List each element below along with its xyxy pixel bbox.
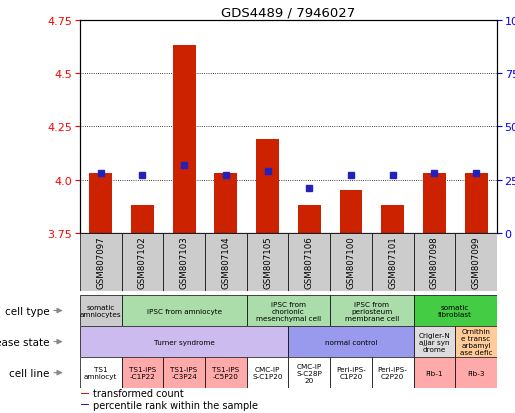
Bar	[288, 357, 330, 388]
Bar	[455, 326, 497, 357]
Bar	[414, 326, 455, 357]
Bar	[298, 206, 321, 233]
Bar	[80, 295, 122, 326]
Bar	[330, 295, 414, 326]
Bar	[214, 174, 237, 233]
Text: GSM807097: GSM807097	[96, 236, 105, 289]
Bar	[414, 233, 455, 291]
Text: Fib-3: Fib-3	[468, 370, 485, 376]
Bar	[205, 357, 247, 388]
Text: Turner syndrome: Turner syndrome	[153, 339, 215, 345]
Text: transformed count: transformed count	[93, 388, 184, 398]
Bar	[131, 206, 154, 233]
Text: iPSC from
periosteum
membrane cell: iPSC from periosteum membrane cell	[345, 301, 399, 321]
Text: GSM807102: GSM807102	[138, 236, 147, 289]
Text: TS1
amniocyt: TS1 amniocyt	[84, 366, 117, 379]
Bar	[372, 357, 414, 388]
Bar	[89, 174, 112, 233]
Text: iPSC from
chorionic
mesenchymal cell: iPSC from chorionic mesenchymal cell	[256, 301, 321, 321]
Bar	[381, 206, 404, 233]
Text: somatic
amniocytes: somatic amniocytes	[80, 304, 122, 317]
Title: GDS4489 / 7946027: GDS4489 / 7946027	[221, 7, 355, 19]
Bar	[288, 326, 414, 357]
Bar	[247, 357, 288, 388]
Text: disease state: disease state	[0, 337, 49, 347]
Text: Fib-1: Fib-1	[426, 370, 443, 376]
Bar	[455, 357, 497, 388]
Bar	[205, 233, 247, 291]
Text: CMC-iP
S-C28P
20: CMC-iP S-C28P 20	[296, 363, 322, 383]
Bar	[423, 174, 446, 233]
Text: TS1-iPS
-C3P24: TS1-iPS -C3P24	[170, 366, 198, 379]
Bar	[372, 233, 414, 291]
Bar	[465, 174, 488, 233]
Text: GSM807103: GSM807103	[180, 236, 188, 289]
Text: GSM807106: GSM807106	[305, 236, 314, 289]
Text: GSM807104: GSM807104	[221, 236, 230, 289]
Text: Crigler-N
ajjar syn
drome: Crigler-N ajjar syn drome	[419, 332, 450, 352]
Bar	[330, 233, 372, 291]
Bar	[414, 357, 455, 388]
Text: TS1-iPS
-C1P22: TS1-iPS -C1P22	[129, 366, 156, 379]
Bar	[288, 233, 330, 291]
Text: GSM807099: GSM807099	[472, 236, 480, 288]
Text: GSM807100: GSM807100	[347, 236, 355, 289]
Text: CMC-IP
S-C1P20: CMC-IP S-C1P20	[252, 366, 283, 379]
Bar	[81, 393, 90, 394]
Text: Peri-iPS-
C2P20: Peri-iPS- C2P20	[377, 366, 408, 379]
Text: Ornithin
e transc
arbamyl
ase defic: Ornithin e transc arbamyl ase defic	[460, 328, 492, 355]
Bar	[414, 295, 497, 326]
Bar	[122, 357, 163, 388]
Bar	[173, 46, 196, 233]
Bar	[80, 233, 122, 291]
Bar	[256, 140, 279, 233]
Bar	[163, 357, 205, 388]
Text: GSM807101: GSM807101	[388, 236, 397, 289]
Text: cell line: cell line	[9, 368, 49, 378]
Bar	[122, 295, 247, 326]
Text: TS1-iPS
-C5P20: TS1-iPS -C5P20	[212, 366, 239, 379]
Text: somatic
fibroblast: somatic fibroblast	[438, 304, 472, 317]
Text: GSM807105: GSM807105	[263, 236, 272, 289]
Text: percentile rank within the sample: percentile rank within the sample	[93, 400, 258, 410]
Text: Peri-iPS-
C1P20: Peri-iPS- C1P20	[336, 366, 366, 379]
Bar	[80, 326, 288, 357]
Text: normal control: normal control	[325, 339, 377, 345]
Bar	[122, 233, 163, 291]
Bar	[247, 295, 330, 326]
Text: iPSC from amniocyte: iPSC from amniocyte	[147, 308, 221, 314]
Bar	[247, 233, 288, 291]
Bar	[163, 233, 205, 291]
Bar	[80, 357, 122, 388]
Bar	[455, 233, 497, 291]
Bar	[339, 191, 363, 233]
Text: cell type: cell type	[5, 306, 49, 316]
Bar	[330, 357, 372, 388]
Text: GSM807098: GSM807098	[430, 236, 439, 289]
Bar	[81, 404, 90, 406]
